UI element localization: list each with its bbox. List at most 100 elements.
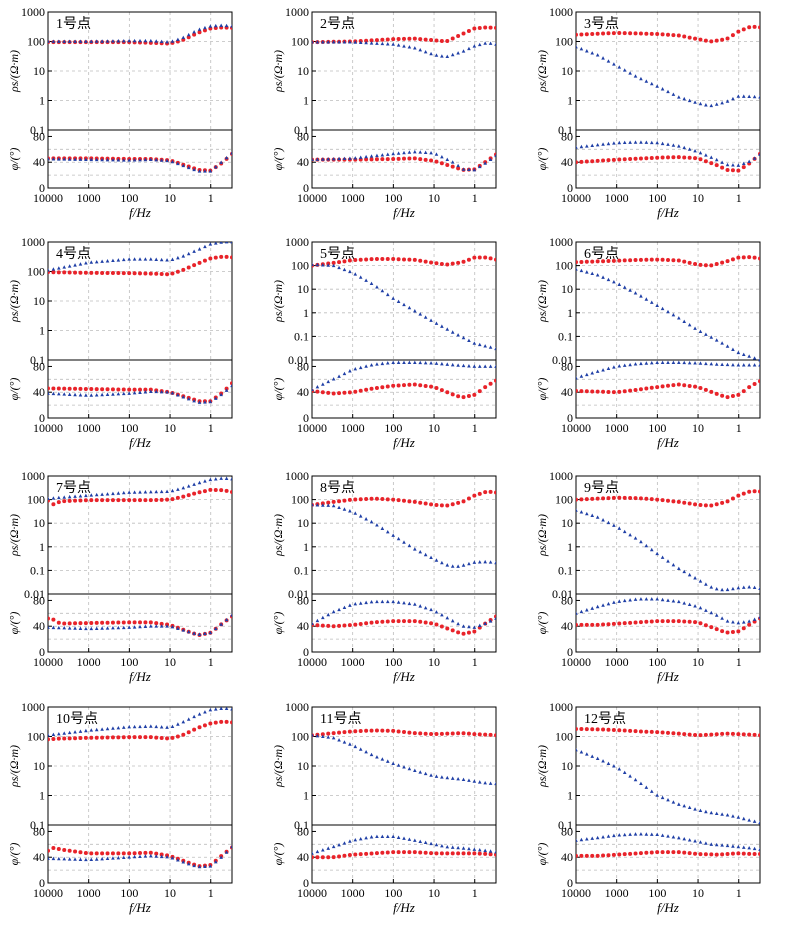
phi-point bbox=[576, 611, 578, 615]
rho-point bbox=[375, 755, 379, 759]
phi-point bbox=[730, 394, 735, 399]
rho-point bbox=[57, 495, 61, 500]
phi-point bbox=[380, 153, 385, 157]
red-series bbox=[576, 726, 760, 858]
phi-point bbox=[709, 362, 714, 366]
rho-point bbox=[450, 52, 455, 57]
rho-point bbox=[331, 260, 336, 265]
rho-point bbox=[758, 820, 760, 825]
phi-point bbox=[170, 391, 175, 395]
phi-point bbox=[445, 162, 450, 167]
phi-point bbox=[73, 386, 78, 391]
phi-point bbox=[590, 143, 595, 147]
rho-point bbox=[230, 720, 232, 725]
rho-point bbox=[364, 750, 368, 754]
rho-point bbox=[197, 725, 202, 730]
rho-point bbox=[213, 707, 218, 711]
rho-point bbox=[358, 514, 363, 518]
rho-point bbox=[374, 496, 379, 501]
rho-point bbox=[78, 736, 83, 741]
rho-tick-label: 1 bbox=[567, 306, 573, 320]
rho-point bbox=[445, 731, 450, 736]
phi-axes-frame bbox=[575, 359, 761, 419]
phi-point bbox=[127, 855, 131, 859]
phi-point bbox=[666, 383, 670, 388]
rho-point bbox=[456, 260, 461, 265]
rho-point bbox=[633, 536, 638, 540]
rho-point bbox=[467, 778, 471, 782]
rho-point bbox=[331, 40, 336, 44]
phi-point bbox=[439, 851, 444, 856]
rho-axis-label: ρs/(Ω·m) bbox=[271, 514, 285, 557]
rho-point bbox=[601, 518, 605, 522]
phi-point bbox=[321, 382, 325, 386]
phi-point bbox=[483, 364, 487, 368]
phi-point bbox=[456, 851, 461, 856]
rho-point bbox=[682, 569, 687, 574]
rho-point bbox=[747, 585, 751, 589]
phi-tick-label: 0 bbox=[567, 181, 573, 195]
rho-point bbox=[741, 585, 746, 589]
rho-point bbox=[375, 523, 379, 527]
rho-point bbox=[660, 32, 665, 37]
rho-point bbox=[418, 48, 423, 52]
rho-point bbox=[704, 103, 708, 107]
rho-tick-label: 1000 bbox=[285, 469, 309, 483]
rho-point bbox=[477, 491, 482, 496]
phi-point bbox=[320, 855, 325, 860]
rho-point bbox=[186, 251, 191, 256]
rho-point bbox=[720, 812, 724, 816]
phi-point bbox=[660, 360, 665, 364]
rho-point bbox=[677, 316, 681, 320]
rho-point bbox=[714, 811, 719, 816]
rho-tick-label: 10 bbox=[33, 759, 45, 773]
phi-point bbox=[611, 852, 616, 857]
rho-point bbox=[450, 776, 455, 780]
rho-point bbox=[660, 87, 665, 91]
rho-axis-label: ρs/(Ω·m) bbox=[535, 745, 549, 788]
rho-point bbox=[192, 249, 196, 253]
phi-point bbox=[730, 851, 735, 856]
rho-point bbox=[219, 488, 224, 493]
rho-point bbox=[385, 37, 390, 42]
rho-tick-label: 100 bbox=[555, 493, 573, 507]
rho-point bbox=[445, 262, 450, 267]
rho-tick-label: 1 bbox=[303, 540, 309, 554]
rho-point bbox=[181, 719, 186, 724]
x-tick-label: 1000 bbox=[77, 655, 101, 669]
rho-point bbox=[595, 515, 600, 519]
phi-point bbox=[439, 388, 444, 393]
phi-point bbox=[116, 851, 121, 856]
x-axis-label: f/Hz bbox=[393, 435, 415, 450]
rho-point bbox=[747, 489, 752, 494]
rho-point bbox=[628, 71, 632, 75]
rho-point bbox=[758, 256, 760, 261]
rho-point bbox=[224, 254, 229, 259]
rho-point bbox=[203, 244, 207, 249]
rho-point bbox=[100, 727, 104, 731]
rho-point bbox=[78, 262, 83, 266]
rho-point bbox=[423, 315, 428, 319]
rho-point bbox=[197, 30, 202, 35]
phi-point bbox=[423, 157, 428, 162]
phi-point bbox=[375, 599, 379, 604]
rho-point bbox=[192, 727, 197, 732]
rho-point bbox=[337, 499, 342, 504]
phi-point bbox=[56, 847, 61, 852]
phi-axis-label: φ/(°) bbox=[535, 612, 549, 635]
rho-point bbox=[127, 257, 131, 261]
rho-point bbox=[181, 35, 186, 40]
rho-point bbox=[682, 732, 687, 737]
rho-point bbox=[617, 767, 622, 771]
rho-point bbox=[78, 494, 83, 498]
phi-tick-label: 40 bbox=[561, 619, 573, 633]
rho-point bbox=[358, 275, 363, 279]
phi-point bbox=[78, 386, 83, 391]
x-tick-label: 100 bbox=[120, 655, 138, 669]
phi-point bbox=[752, 846, 757, 851]
rho-point bbox=[747, 818, 751, 822]
x-tick-label: 10000 bbox=[297, 886, 327, 900]
rho-point bbox=[439, 731, 444, 736]
phi-point bbox=[617, 852, 622, 857]
rho-point bbox=[197, 480, 202, 485]
